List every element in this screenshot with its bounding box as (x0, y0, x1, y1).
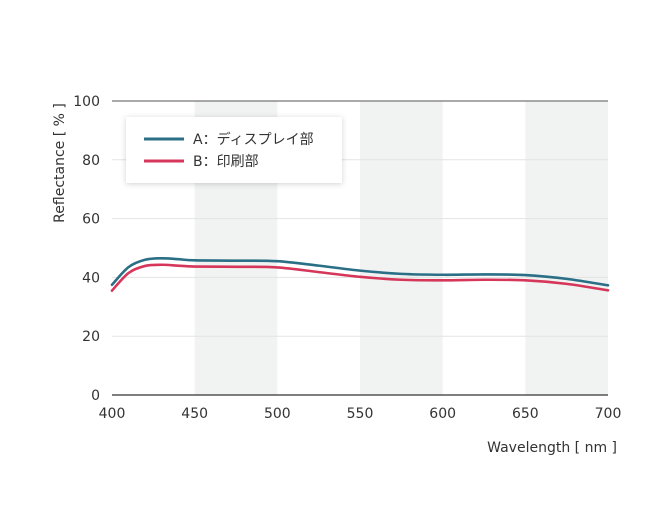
shaded-band (360, 101, 443, 395)
tick-labels: 0 20 40 60 80 100 400 450 500 550 600 650 700 (73, 94, 621, 422)
legend-label-b: B：印刷部 (193, 154, 259, 170)
x-tick-label: 550 (347, 406, 374, 422)
y-tick-label: 20 (82, 329, 100, 345)
y-tick-label: 80 (82, 153, 100, 169)
shaded-band (525, 101, 608, 395)
legend: A：ディスプレイ部 B：印刷部 (126, 117, 342, 183)
y-tick-label: 40 (82, 270, 100, 286)
y-tick-label: 100 (73, 94, 100, 110)
legend-box (126, 117, 342, 183)
y-tick-label: 60 (82, 212, 100, 228)
x-tick-label: 600 (429, 406, 456, 422)
x-tick-label: 450 (181, 406, 208, 422)
y-axis-label: Reflectance [ % ] (52, 103, 68, 223)
series-line-a (110, 256, 610, 287)
y-tick-label: 0 (91, 388, 100, 404)
gridlines (112, 100, 608, 337)
legend-label-a: A：ディスプレイ部 (193, 131, 314, 148)
series-lines (110, 256, 610, 292)
x-tick-label: 500 (264, 406, 291, 422)
series-line-b (110, 263, 610, 292)
x-axis-label: Wavelength [ nm ] (487, 440, 617, 456)
x-tick-label: 650 (512, 406, 539, 422)
x-tick-label: 700 (595, 406, 622, 422)
x-tick-label: 400 (99, 406, 126, 422)
